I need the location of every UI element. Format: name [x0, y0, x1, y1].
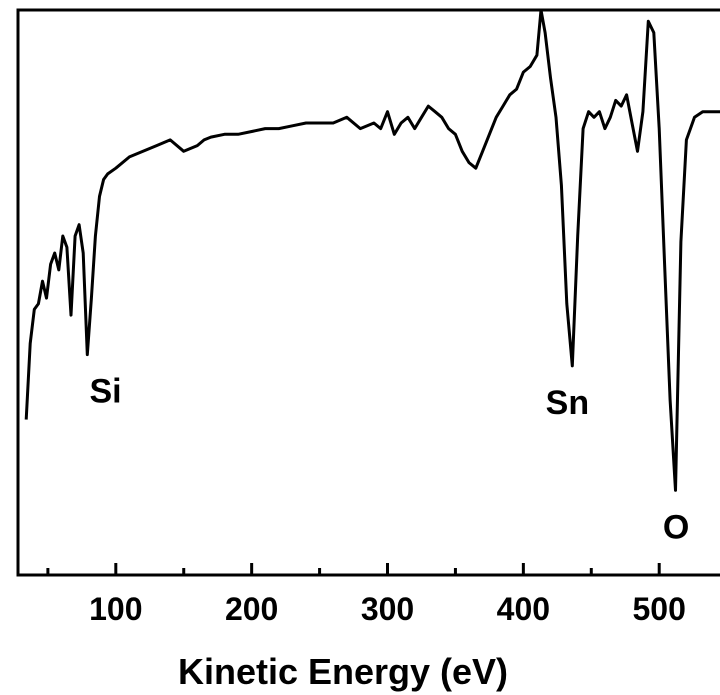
x-tick-label: 500 — [633, 591, 686, 627]
x-axis-tick-labels: 100 200 300 400 500 — [89, 591, 686, 627]
peak-label-o: O — [663, 508, 689, 546]
peak-label-si: Si — [89, 373, 121, 411]
x-tick-label: 100 — [89, 591, 142, 627]
spectrum-line — [24, 8, 720, 492]
peak-label-sn: Sn — [546, 384, 589, 422]
x-tick-label: 300 — [361, 591, 414, 627]
x-tick-label: 400 — [497, 591, 550, 627]
x-axis-title: Kinetic Energy (eV) — [178, 651, 508, 692]
x-tick-label: 200 — [225, 591, 278, 627]
peak-labels: Si Sn O — [89, 373, 689, 547]
x-axis-ticks — [46, 563, 661, 575]
plot-frame — [16, 8, 720, 577]
